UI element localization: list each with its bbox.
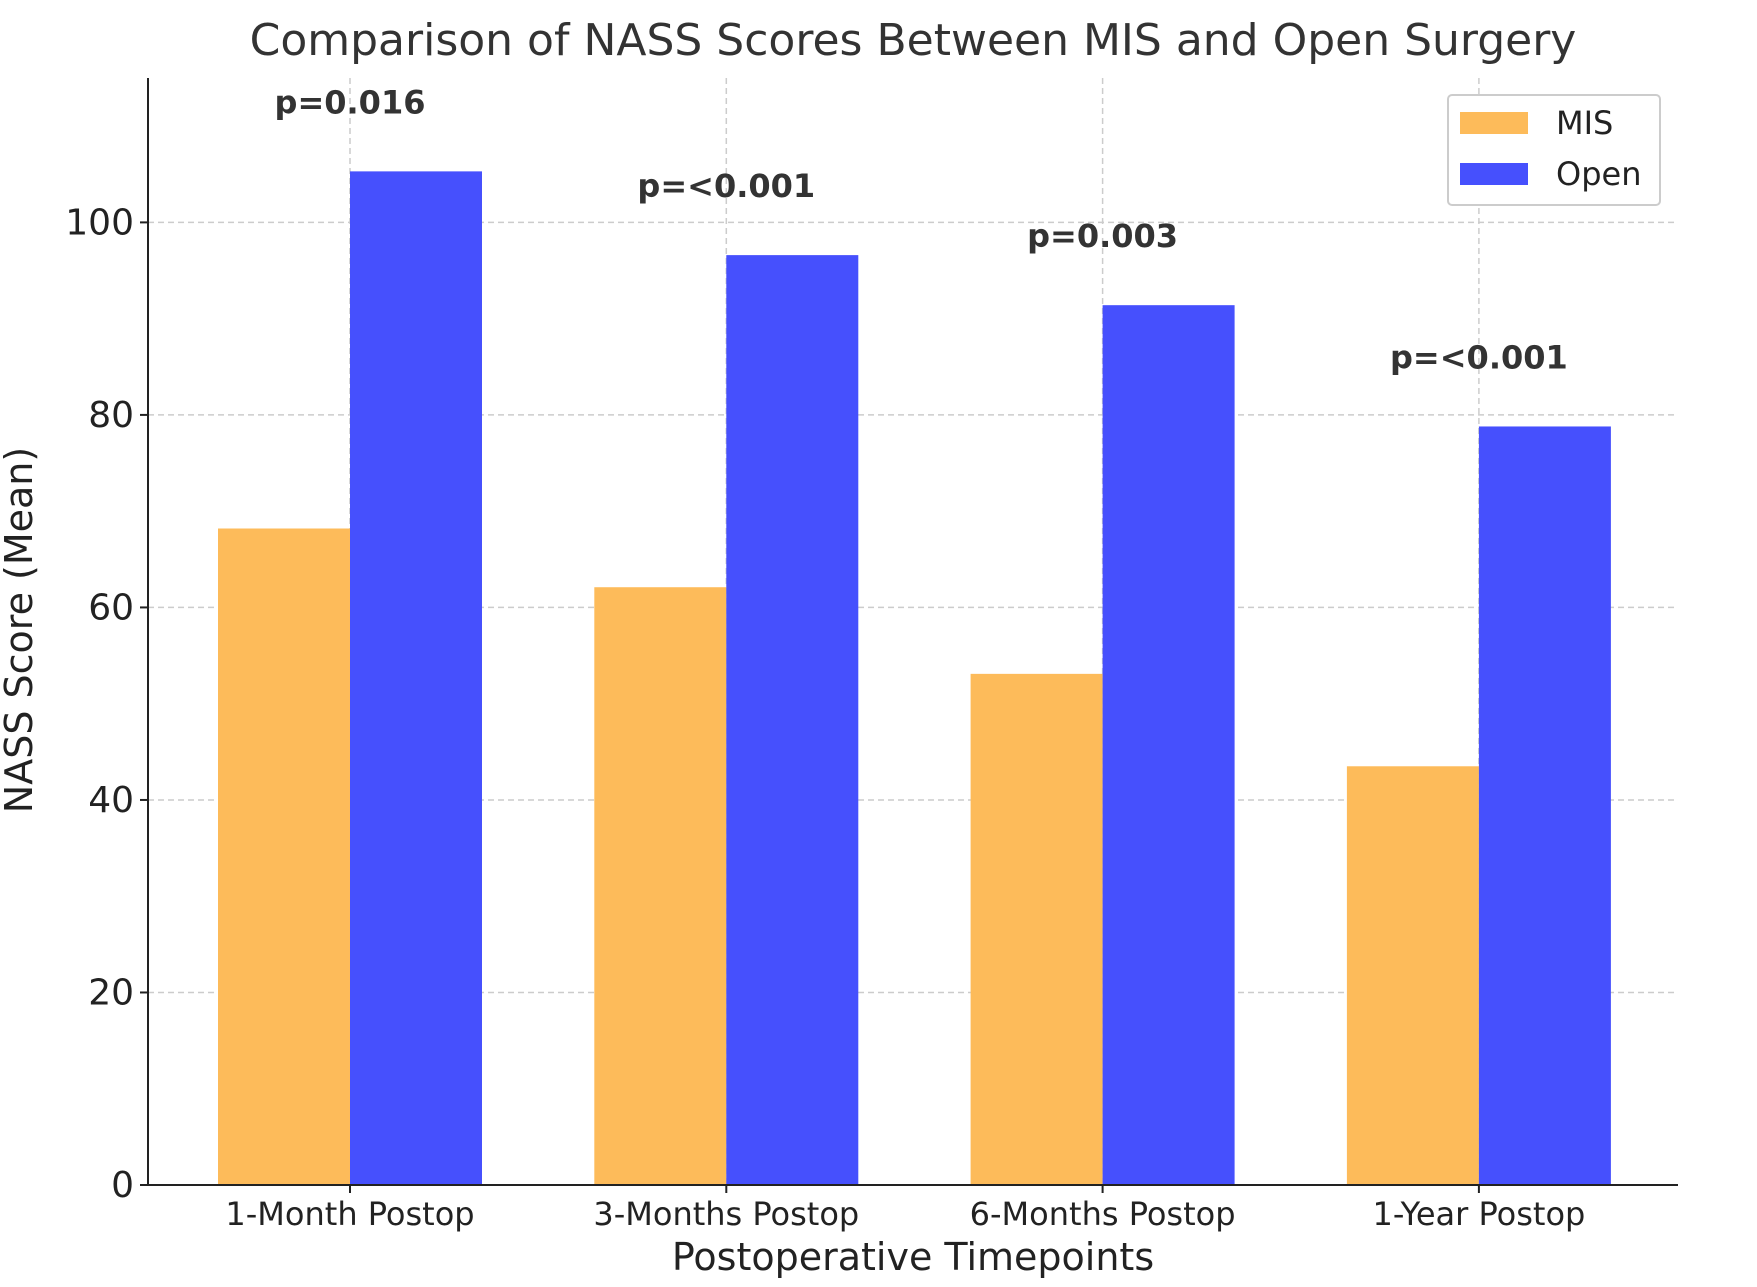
p-value-annotation: p=0.016 (275, 83, 426, 121)
y-tick-label: 20 (88, 972, 134, 1013)
legend-swatch-open (1460, 163, 1528, 185)
legend-swatch-mis (1460, 112, 1528, 134)
y-tick-label: 40 (88, 780, 134, 821)
y-axis-title: NASS Score (Mean) (0, 447, 41, 813)
p-value-annotation: p=0.003 (1027, 217, 1178, 255)
y-tick-label: 60 (88, 587, 134, 628)
legend-label-mis: MIS (1556, 104, 1613, 142)
axis-layer (140, 78, 1678, 1193)
bar-open (350, 171, 482, 1185)
p-value-annotation: p=<0.001 (1390, 338, 1568, 376)
chart-title: Comparison of NASS Scores Between MIS an… (250, 15, 1577, 66)
y-tick-label: 80 (88, 395, 134, 436)
y-tick-label: 0 (111, 1165, 134, 1206)
p-value-annotation: p=<0.001 (637, 167, 815, 205)
y-tick-label: 100 (65, 202, 134, 243)
x-tick-label: 1-Month Postop (225, 1195, 474, 1233)
bar-open (1102, 305, 1235, 1185)
legend: MIS Open (1447, 94, 1661, 206)
bar-mis (970, 673, 1103, 1185)
bar-mis (594, 587, 727, 1185)
bar-layer (218, 171, 1611, 1185)
bar-mis (1346, 766, 1479, 1185)
x-tick-label: 3-Months Postop (593, 1195, 859, 1233)
label-layer: 0 20 40 60 80 100 p=0.016 p=<0.001 p=0.003 p=<0.0… (65, 83, 1585, 1233)
legend-label-open: Open (1556, 155, 1641, 193)
x-axis-title: Postoperative Timepoints (672, 1235, 1154, 1279)
bar-mis (218, 528, 350, 1185)
bar-open (1478, 426, 1611, 1185)
bar-open (726, 255, 859, 1185)
x-tick-label: 6-Months Postop (970, 1195, 1236, 1233)
x-tick-label: 1-Year Postop (1372, 1195, 1585, 1233)
